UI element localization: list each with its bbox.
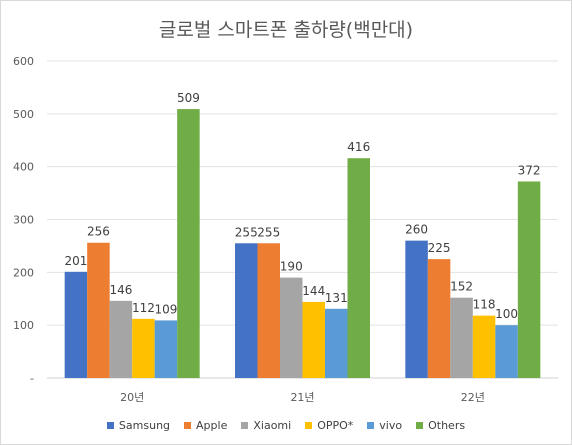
bar-vivo: [325, 308, 348, 378]
bar-apple: [87, 242, 110, 378]
x-category-label: 22년: [461, 391, 485, 404]
legend-item: vivo: [367, 419, 402, 432]
bar-xiaomi: [450, 297, 473, 378]
legend-swatch: [184, 422, 192, 429]
legend-item: OPPO*: [305, 419, 353, 432]
data-label: 146: [109, 283, 132, 297]
y-tick-label: 200: [13, 266, 34, 279]
legend-label: Xiaomi: [253, 419, 292, 432]
y-tick-label: 300: [13, 214, 34, 227]
data-label: 260: [405, 223, 428, 237]
legend-label: Others: [428, 419, 466, 432]
bar-xiaomi: [109, 300, 133, 378]
data-label: 118: [473, 298, 496, 312]
data-label: 112: [132, 301, 155, 315]
bar-apple: [257, 243, 280, 378]
data-label: 109: [154, 302, 177, 316]
bar-samsung: [235, 243, 258, 378]
x-category-label: 21년: [290, 391, 314, 404]
bar-oppo: [132, 318, 155, 378]
bar-oppo: [472, 315, 496, 378]
legend-label: OPPO*: [317, 419, 354, 432]
legend-item: Others: [416, 419, 465, 432]
data-label: 100: [495, 307, 518, 321]
bar-vivo: [495, 325, 518, 378]
bar-others: [177, 109, 200, 378]
legend-label: Samsung: [118, 419, 171, 432]
bar-oppo: [302, 301, 325, 378]
data-label: 152: [450, 280, 473, 294]
bar-xiaomi: [280, 277, 303, 378]
data-label: 255: [257, 225, 280, 239]
bar-samsung: [64, 271, 88, 378]
legend-swatch: [367, 422, 375, 429]
bar-samsung: [405, 240, 428, 378]
bar-apple: [427, 259, 451, 378]
legend-swatch: [106, 422, 114, 429]
data-label: 256: [87, 225, 110, 239]
data-label: 144: [302, 284, 325, 298]
y-tick-label: 400: [13, 161, 34, 174]
legend-swatch: [305, 422, 313, 429]
data-label: 190: [280, 260, 303, 274]
legend-item: Xiaomi: [241, 419, 291, 432]
bar-others: [347, 158, 370, 378]
x-category-label: 20년: [120, 391, 144, 404]
bar-vivo: [154, 320, 178, 378]
data-label: 372: [518, 163, 541, 177]
data-label: 416: [347, 140, 370, 154]
y-tick-label: -: [30, 372, 34, 385]
data-label: 509: [177, 91, 200, 105]
chart-title: 글로벌 스마트폰 출하량(백만대): [158, 19, 414, 41]
legend-label: Apple: [196, 419, 228, 432]
data-label: 255: [235, 225, 258, 239]
bar-others: [517, 181, 541, 378]
data-label: 131: [325, 291, 348, 305]
data-label: 225: [428, 241, 451, 255]
legend-item: Apple: [184, 419, 227, 432]
y-tick-label: 600: [13, 55, 34, 68]
legend-swatch: [416, 422, 424, 429]
chart-legend: Samsung Apple Xiaomi OPPO* vivo Others: [1, 419, 571, 432]
legend-label: vivo: [379, 419, 403, 432]
legend-item: Samsung: [106, 419, 171, 432]
legend-swatch: [241, 422, 249, 429]
y-tick-label: 100: [13, 319, 34, 332]
y-tick-label: 500: [13, 108, 34, 121]
data-label: 201: [64, 254, 87, 268]
